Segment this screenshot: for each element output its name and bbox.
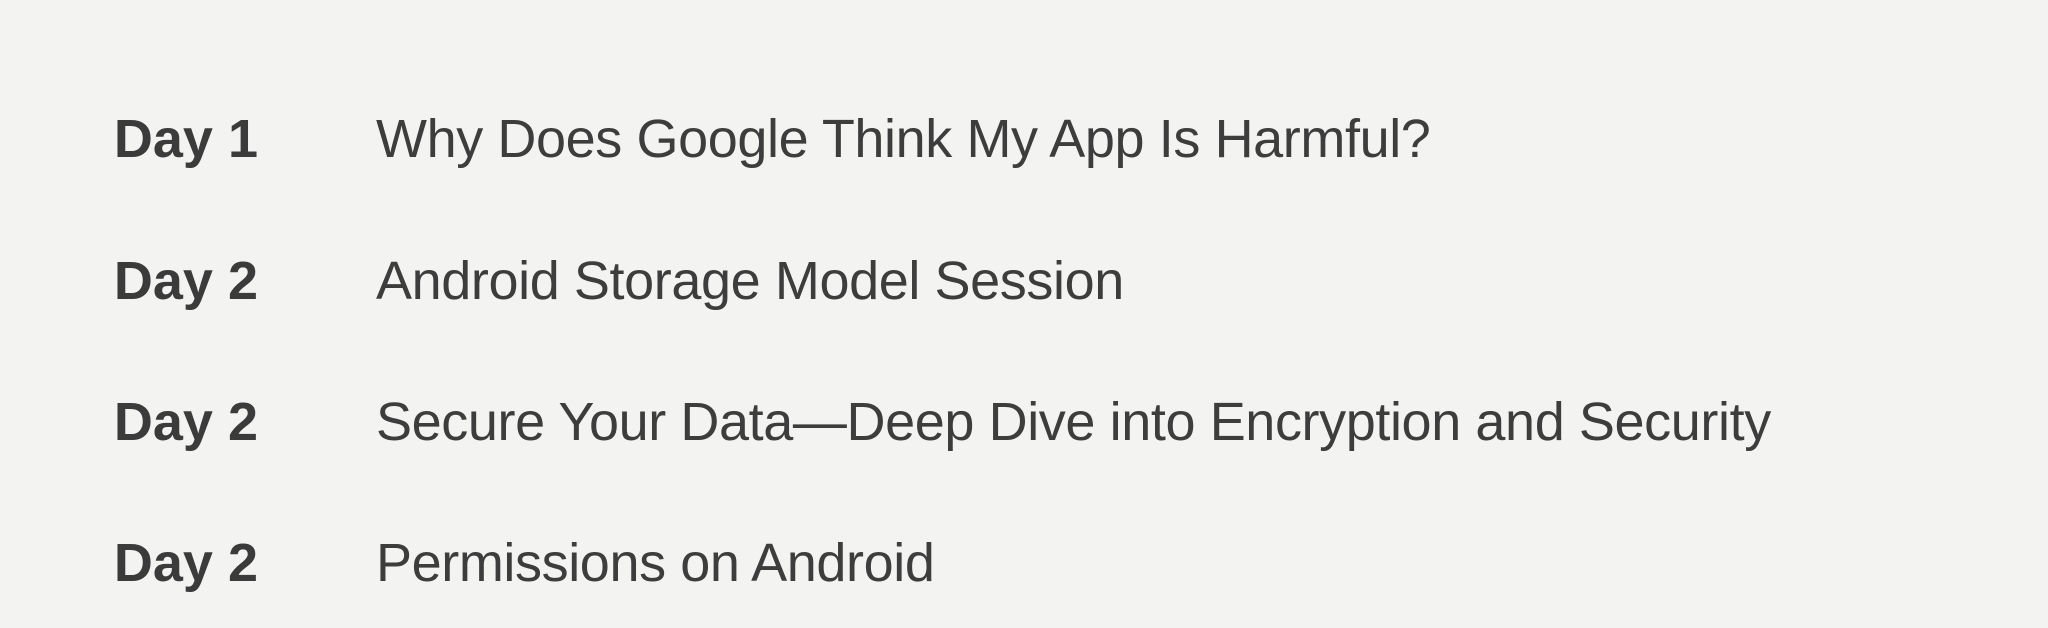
session-row: Day 2 Android Storage Model Session <box>0 236 2048 326</box>
session-day: Day 2 <box>113 533 258 593</box>
session-title: Why Does Google Think My App Is Harmful? <box>376 109 1431 169</box>
session-day: Day 1 <box>113 109 258 169</box>
session-row: Day 1 Why Does Google Think My App Is Ha… <box>0 94 2048 184</box>
session-title: Permissions on Android <box>376 533 935 593</box>
session-row: Day 2 Secure Your Data—Deep Dive into En… <box>0 377 2048 467</box>
session-day: Day 2 <box>113 251 258 311</box>
session-day: Day 2 <box>113 392 258 452</box>
session-row: Day 2 Permissions on Android <box>0 518 2048 608</box>
session-title: Android Storage Model Session <box>376 251 1124 311</box>
session-title: Secure Your Data—Deep Dive into Encrypti… <box>376 392 1771 452</box>
